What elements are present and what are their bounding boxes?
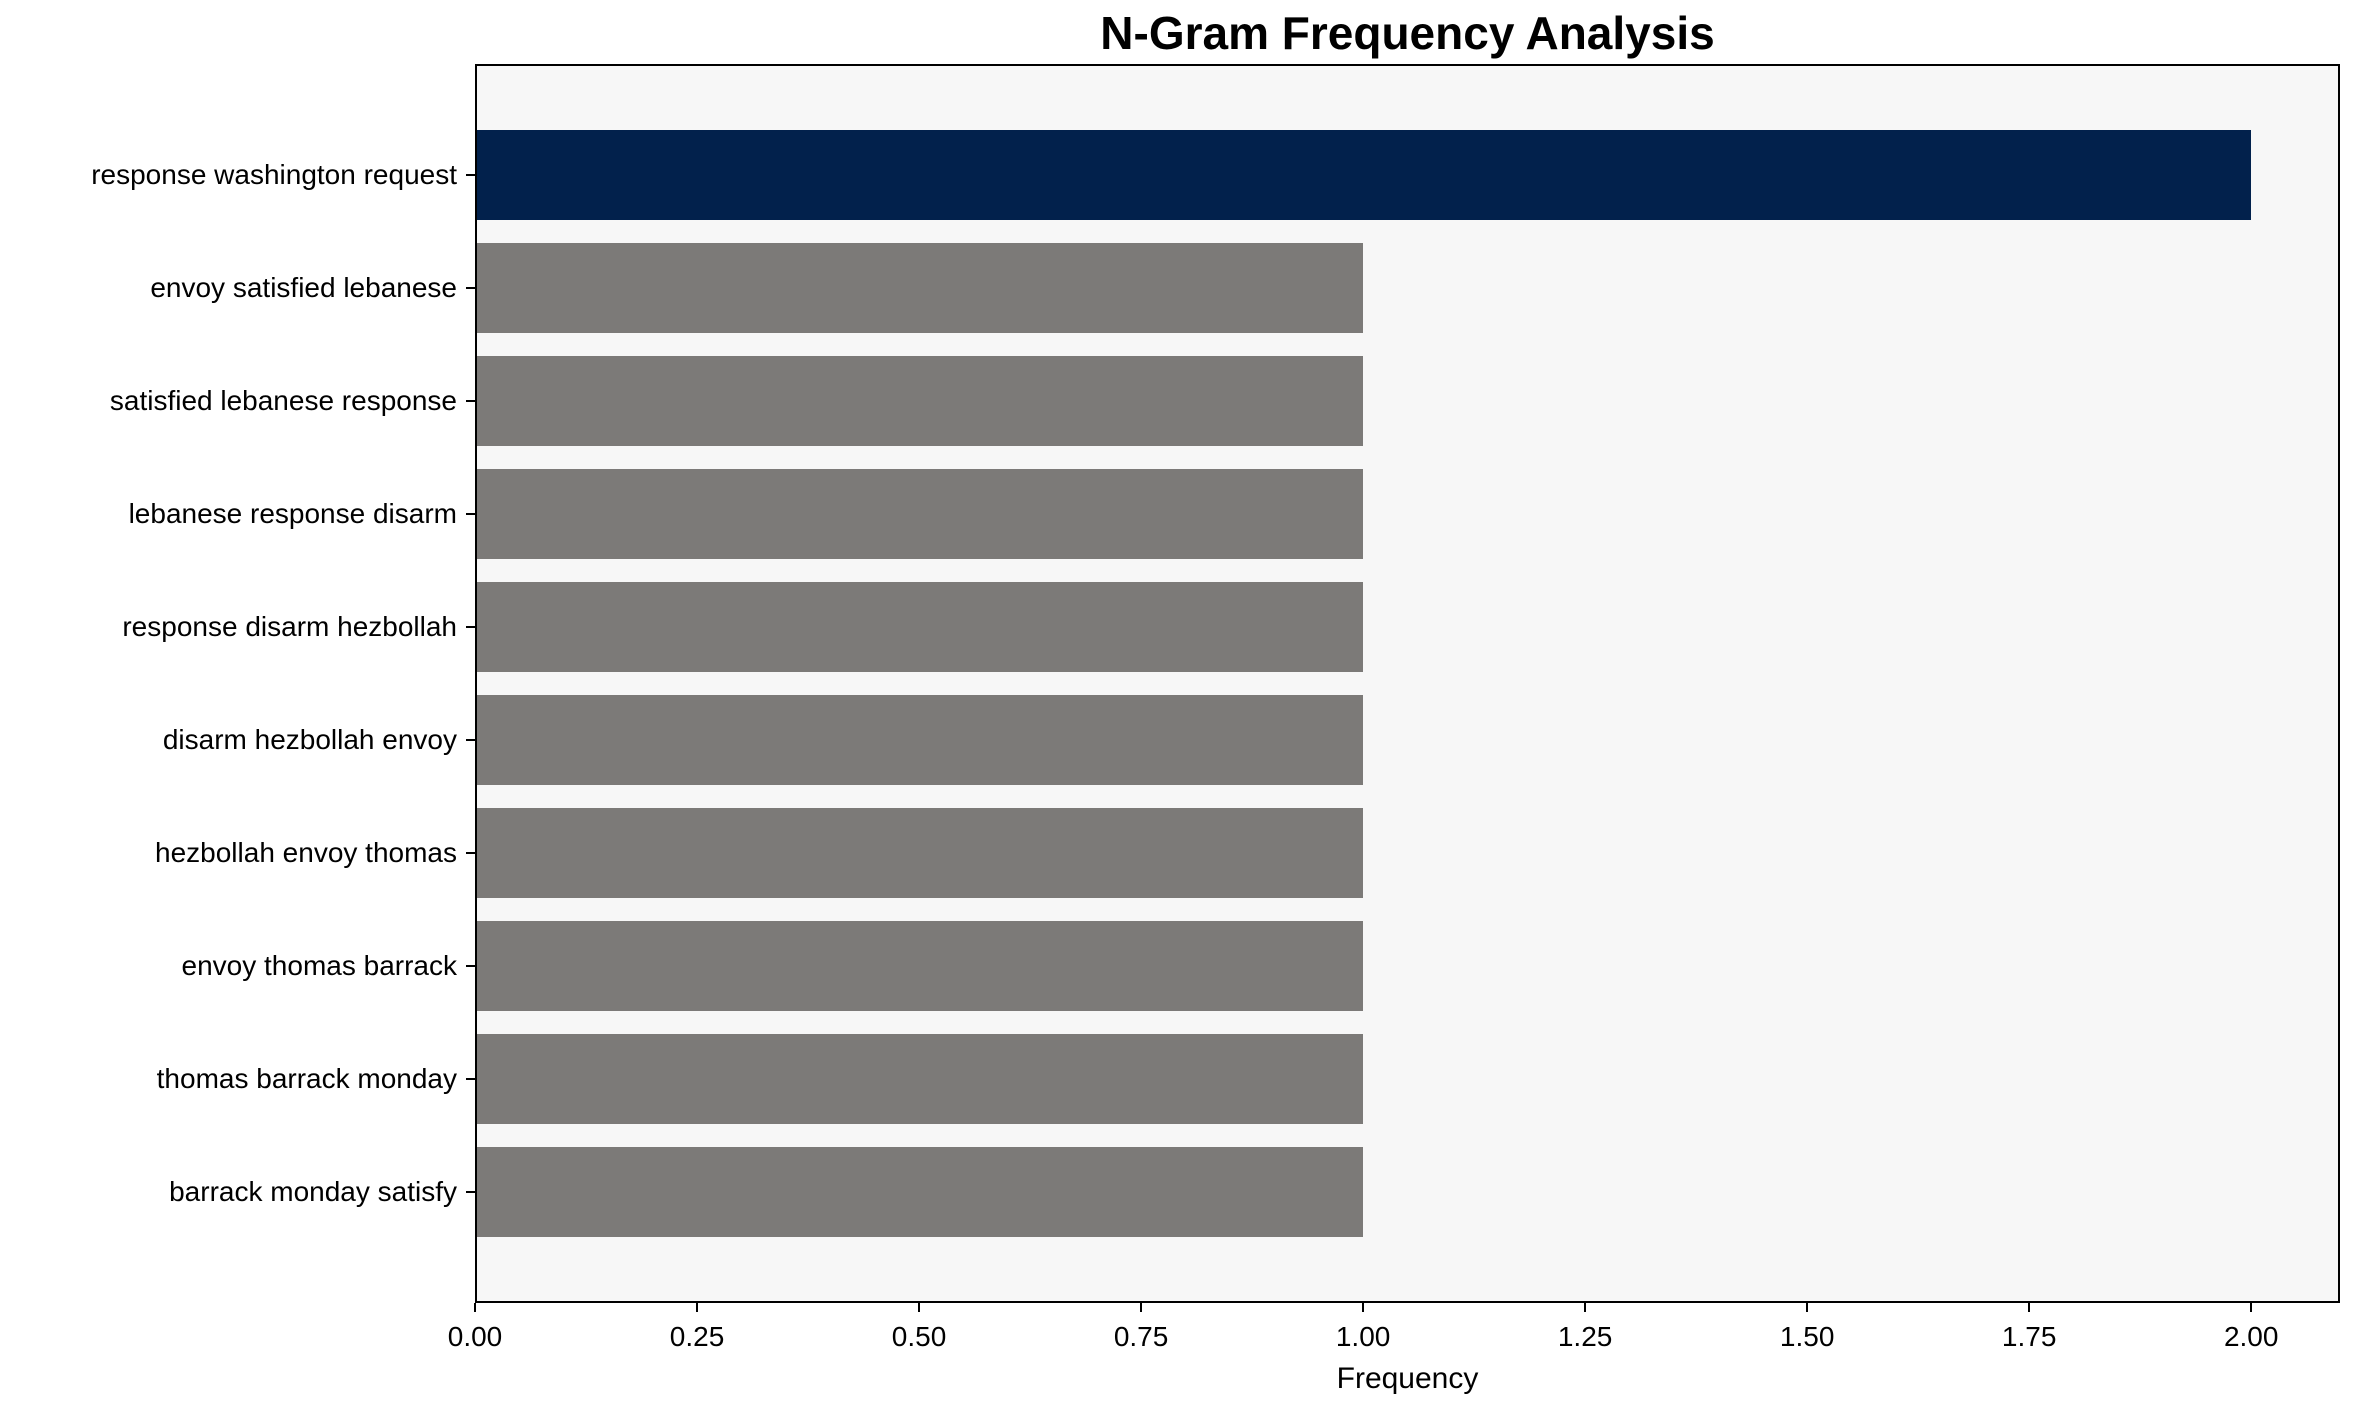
y-tick-label: response disarm hezbollah (122, 610, 457, 642)
x-tick-label: 0.75 (1113, 1321, 1169, 1352)
bar (477, 581, 1364, 673)
bar (477, 242, 1364, 334)
x-tick-label: 0.25 (669, 1321, 725, 1352)
x-tick-label: 1.75 (2001, 1321, 2057, 1352)
bar (477, 129, 2252, 220)
bar (477, 920, 1364, 1012)
y-tick-mark (466, 399, 475, 402)
y-tick-mark (466, 739, 475, 742)
y-tick-label: barrack monday satisfy (169, 1176, 457, 1208)
x-tick-mark (2028, 1303, 2031, 1312)
x-tick-mark (1362, 1303, 1365, 1312)
x-tick-mark (1584, 1303, 1587, 1312)
x-tick-mark (1140, 1303, 1143, 1312)
y-tick-mark (466, 965, 475, 968)
x-tick-mark (696, 1303, 699, 1312)
bar (477, 1033, 1364, 1125)
y-tick-mark (466, 286, 475, 289)
chart-title: N-Gram Frequency Analysis (1100, 7, 1715, 59)
x-tick-mark (918, 1303, 921, 1312)
bar (477, 1146, 1364, 1238)
y-tick-label: envoy satisfied lebanese (150, 271, 457, 303)
x-tick-mark (2250, 1303, 2253, 1312)
y-tick-label: disarm hezbollah envoy (162, 724, 457, 756)
y-tick-mark (466, 173, 475, 176)
y-tick-label: envoy thomas barrack (181, 950, 457, 982)
y-tick-mark (466, 1078, 475, 1081)
x-tick-label: 1.25 (1557, 1321, 1613, 1352)
y-tick-label: response washington request (91, 158, 457, 190)
y-tick-mark (466, 512, 475, 515)
x-tick-mark (1806, 1303, 1809, 1312)
bar (477, 694, 1364, 786)
y-tick-label: hezbollah envoy thomas (155, 837, 457, 869)
y-tick-mark (466, 625, 475, 628)
y-tick-label: thomas barrack monday (156, 1063, 457, 1095)
y-tick-label: lebanese response disarm (128, 497, 457, 529)
y-tick-label: satisfied lebanese response (109, 384, 457, 416)
x-axis-label: Frequency (1336, 1362, 1479, 1395)
bar (477, 468, 1364, 560)
y-tick-mark (466, 1191, 475, 1194)
x-tick-label: 1.00 (1335, 1321, 1391, 1352)
x-tick-label: 2.00 (2223, 1321, 2279, 1352)
x-tick-label: 0.00 (447, 1321, 503, 1352)
bar (477, 355, 1364, 447)
x-tick-mark (474, 1303, 476, 1312)
y-tick-mark (466, 852, 475, 855)
bar (477, 807, 1364, 899)
x-tick-label: 1.50 (1779, 1321, 1835, 1352)
x-tick-label: 0.50 (891, 1321, 947, 1352)
